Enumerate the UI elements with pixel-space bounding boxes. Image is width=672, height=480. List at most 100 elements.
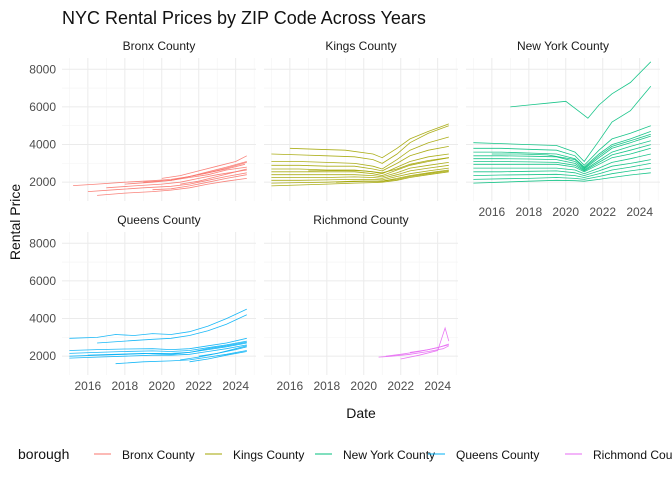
series-line	[271, 167, 449, 181]
facet-queens-county: Queens County 2000 4000 6000 8000 2016 2018 202…	[29, 213, 256, 393]
facet-kings-county: Kings County	[264, 39, 458, 201]
facet-bronx-county: Bronx County 2000 4000 6000 8000	[29, 39, 256, 201]
y-axis-title: Rental Price	[7, 184, 23, 260]
x-axis-title: Date	[346, 405, 376, 421]
series-line	[409, 344, 449, 353]
series-line	[473, 147, 651, 173]
x-tick-label: 2016	[479, 205, 506, 219]
series-line	[271, 171, 449, 187]
series-line	[308, 157, 449, 174]
legend-label: Queens County	[456, 448, 539, 462]
facet-panels: Bronx County 2000 4000 6000 8000 Kings County…	[29, 39, 660, 393]
series-line	[87, 172, 247, 192]
y-tick-label: 4000	[29, 138, 56, 152]
legend-title: borough	[18, 446, 69, 462]
x-tick-label: 2024	[222, 379, 249, 393]
series-line	[271, 162, 449, 178]
series-line	[97, 314, 247, 344]
series-line	[400, 326, 450, 360]
legend-item: New York County	[315, 448, 435, 462]
y-tick-label: 8000	[29, 236, 56, 250]
series-line	[189, 351, 247, 363]
x-tick-label: 2022	[589, 205, 616, 219]
series-line	[152, 174, 247, 191]
legend-label: Bronx County	[122, 448, 195, 462]
x-tick-label: 2022	[185, 379, 212, 393]
x-tick-label: 2022	[387, 379, 414, 393]
facet-new-york-county: New York County 2016 2018 2020 2022 2024	[466, 39, 660, 219]
grid-lines	[264, 232, 458, 375]
facet-richmond-county: Richmond County 2016 2018 2020 2022 2024	[264, 213, 458, 393]
series-line	[473, 172, 651, 184]
x-tick-label: 2024	[626, 205, 653, 219]
series-line	[473, 167, 651, 180]
series-line	[271, 164, 449, 179]
x-tick-label: 2018	[313, 379, 340, 393]
legend-item: Bronx County	[94, 448, 195, 462]
series-line	[473, 140, 651, 171]
series-line	[473, 144, 651, 172]
series-line	[69, 308, 247, 339]
y-tick-label: 2000	[29, 175, 56, 189]
series-line	[491, 133, 651, 169]
series-line	[271, 146, 449, 172]
y-tick-label: 4000	[29, 312, 56, 326]
grid-lines	[62, 232, 256, 375]
series-line	[473, 159, 651, 177]
y-tick-label: 6000	[29, 100, 56, 114]
series-line	[97, 178, 247, 196]
series-line	[73, 163, 245, 186]
legend-label: Kings County	[233, 448, 304, 462]
series-line	[69, 340, 247, 354]
series-line	[473, 85, 652, 163]
series-line	[271, 136, 449, 170]
series-line	[473, 131, 651, 168]
series-line	[473, 163, 651, 178]
x-tick-label: 2020	[148, 379, 175, 393]
x-tick-label: 2018	[515, 205, 542, 219]
series-line	[473, 153, 651, 175]
x-tick-label: 2016	[277, 379, 304, 393]
y-tick-label: 8000	[29, 62, 56, 76]
legend-label: Richmond County	[593, 448, 672, 462]
y-tick-label: 6000	[29, 274, 56, 288]
series-line	[87, 341, 247, 356]
grid-lines	[62, 58, 256, 201]
legend: borough Bronx County Kings County New York…	[18, 446, 672, 462]
series-line	[106, 169, 247, 189]
legend-item: Queens County	[428, 448, 539, 462]
series-line	[69, 337, 247, 351]
chart-title: NYC Rental Prices by ZIP Code Across Yea…	[62, 8, 426, 28]
series-line	[115, 350, 247, 365]
x-tick-label: 2024	[424, 379, 451, 393]
y-tick-label: 2000	[29, 349, 56, 363]
series-line	[180, 168, 247, 185]
series-line	[510, 61, 652, 119]
series-line	[378, 345, 449, 358]
facet-label: Richmond County	[313, 213, 408, 227]
series-line	[170, 166, 247, 181]
legend-label: New York County	[343, 448, 435, 462]
series-line	[198, 346, 247, 357]
series-line	[143, 161, 247, 183]
series-line	[473, 125, 651, 166]
facet-label: Bronx County	[123, 39, 196, 53]
x-tick-label: 2016	[75, 379, 102, 393]
series-line	[69, 344, 247, 359]
legend-item: Richmond County	[565, 448, 672, 462]
series-line	[271, 153, 449, 175]
series-line	[271, 125, 449, 164]
series-line	[336, 170, 449, 183]
series-line	[473, 135, 651, 170]
x-tick-label: 2020	[552, 205, 579, 219]
series-line	[289, 123, 449, 159]
facet-label: New York County	[517, 39, 609, 53]
x-tick-label: 2018	[111, 379, 138, 393]
facet-label: Queens County	[117, 213, 200, 227]
series-line	[271, 157, 449, 177]
facet-label: Kings County	[325, 39, 396, 53]
x-tick-label: 2020	[350, 379, 377, 393]
grid-lines	[466, 58, 660, 201]
series-line	[161, 155, 247, 179]
